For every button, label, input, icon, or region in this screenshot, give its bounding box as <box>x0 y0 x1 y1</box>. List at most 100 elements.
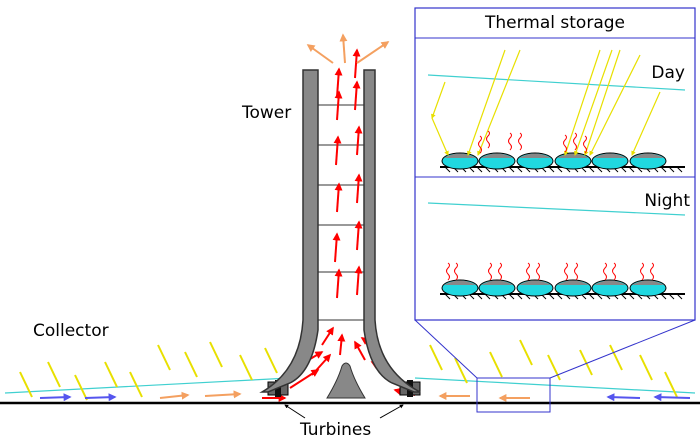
tower-cone <box>326 362 366 399</box>
air-arrow <box>311 353 332 376</box>
sunlight <box>583 49 621 156</box>
pointer <box>284 404 306 419</box>
hatch <box>484 293 491 300</box>
cool-arrow <box>39 393 72 402</box>
pebble-top <box>594 280 626 285</box>
sun-ray <box>639 354 653 381</box>
zoom-line <box>549 319 696 379</box>
sun-ray <box>609 344 623 371</box>
sunlight <box>431 117 449 156</box>
inset-frame <box>414 7 696 321</box>
heat <box>478 135 482 154</box>
sunlight <box>589 54 641 156</box>
hatch <box>676 166 683 173</box>
pebble-top <box>632 153 664 158</box>
hatch <box>484 166 491 173</box>
sun-ray <box>264 347 278 374</box>
hatch <box>660 166 667 173</box>
exhaust-arrow <box>339 33 348 64</box>
air-arrow <box>332 232 341 263</box>
pebble-top <box>444 153 476 158</box>
air-arrow <box>334 90 343 121</box>
air-arrow <box>333 135 342 166</box>
sunlight <box>431 81 446 119</box>
hatch <box>596 293 603 300</box>
heat <box>446 262 450 281</box>
sun-ray <box>129 371 143 398</box>
air-arrow <box>354 265 363 296</box>
heat <box>454 262 458 281</box>
hatch <box>556 166 563 173</box>
pebble-top <box>444 280 476 285</box>
pebble-top <box>557 153 589 158</box>
hatch <box>668 293 675 300</box>
hatch <box>444 293 451 300</box>
collector-label: Collector <box>33 321 109 341</box>
hatch <box>588 166 595 173</box>
tower-right-wall <box>363 69 421 393</box>
pebble-top <box>632 280 664 285</box>
sun-ray <box>209 341 223 368</box>
hatch <box>548 166 555 173</box>
hatch <box>548 293 555 300</box>
air-arrow <box>334 67 343 98</box>
sun-ray <box>184 351 198 378</box>
sun-ray <box>519 339 533 366</box>
air-arrow <box>334 182 343 213</box>
heat <box>563 134 567 153</box>
heat <box>603 262 607 281</box>
heat <box>508 132 512 151</box>
heat <box>564 262 568 281</box>
hatch <box>628 166 635 173</box>
sun-ray <box>74 374 88 401</box>
air-arrow <box>352 48 361 79</box>
air-arrow <box>354 220 363 251</box>
hatch <box>620 293 627 300</box>
hatch <box>476 293 483 300</box>
collector-roof <box>4 377 291 394</box>
pebble-top <box>481 280 513 285</box>
air-arrow <box>354 173 363 204</box>
heat <box>526 262 530 281</box>
sunlight <box>574 49 613 156</box>
air-arrow <box>337 333 346 356</box>
sun-ray <box>157 344 171 371</box>
tower-left-wall <box>259 69 319 393</box>
warm-arrow <box>204 390 242 399</box>
heat <box>488 262 492 281</box>
hatch <box>508 166 515 173</box>
pebble-top <box>481 153 513 158</box>
pebble-top <box>557 280 589 285</box>
air-arrow <box>321 326 334 346</box>
inset-roof <box>427 202 686 216</box>
sun-ray <box>429 344 443 371</box>
sun-ray <box>19 371 33 398</box>
pebble-top <box>519 280 551 285</box>
heat <box>486 130 490 149</box>
heat <box>583 135 587 154</box>
hatch <box>588 293 595 300</box>
exhaust-arrow <box>306 44 334 64</box>
hatch <box>476 166 483 173</box>
hatch <box>628 293 635 300</box>
inset-roof <box>427 74 686 91</box>
heat <box>650 262 654 281</box>
sunlight <box>563 49 601 156</box>
exhaust-arrow <box>356 41 390 64</box>
warm-arrow <box>159 391 190 400</box>
air-arrow <box>354 125 363 156</box>
hatch <box>676 293 683 300</box>
day-label: Day <box>651 63 685 83</box>
hatch <box>668 166 675 173</box>
hatch <box>660 293 667 300</box>
air-arrow <box>352 80 361 111</box>
heat <box>536 262 540 281</box>
sun-ray <box>489 351 503 378</box>
turbines-label: Turbines <box>299 420 371 440</box>
hatch <box>508 293 515 300</box>
pebble-top <box>594 153 626 158</box>
cool-arrow <box>653 393 691 402</box>
tower-label: Tower <box>241 103 291 123</box>
cool-arrow <box>606 393 641 402</box>
